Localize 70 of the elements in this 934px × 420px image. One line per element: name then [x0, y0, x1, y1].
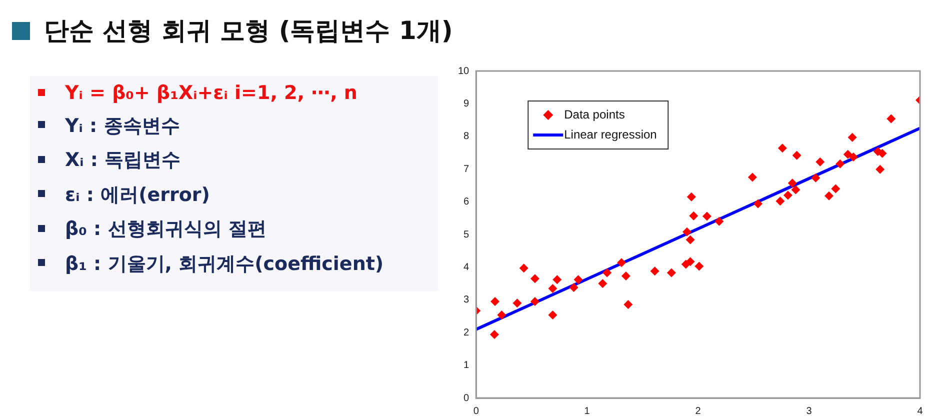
point — [791, 185, 800, 194]
point — [831, 184, 840, 194]
point — [686, 235, 695, 244]
y-tick-label: 2 — [464, 327, 470, 338]
y-tick-label: 9 — [464, 98, 470, 110]
point — [519, 264, 528, 273]
point — [569, 282, 578, 292]
point — [778, 144, 787, 153]
point — [530, 297, 540, 306]
point — [886, 114, 896, 124]
point — [686, 257, 695, 266]
point — [788, 178, 797, 188]
point — [650, 266, 660, 276]
point — [548, 284, 558, 293]
point — [702, 212, 712, 221]
text: β₁ : 기울기, 회귀계수(coefficient) — [65, 252, 384, 274]
y-tick-label: 0 — [464, 392, 470, 404]
point — [512, 298, 522, 308]
point — [602, 268, 612, 278]
point — [598, 279, 608, 288]
y-tick-label: 1 — [464, 360, 470, 372]
legend-label: Data points — [564, 107, 625, 122]
point — [876, 164, 885, 174]
y-tick-label: 8 — [464, 131, 470, 142]
point — [552, 275, 562, 284]
text: 단순 선형 회귀 모형 (독립변수 1개) — [44, 15, 453, 47]
point — [816, 157, 825, 166]
text: Xᵢ : 독립변수 — [65, 149, 181, 171]
point — [753, 199, 762, 208]
point — [714, 216, 724, 226]
point — [666, 268, 676, 278]
x-tick-label: 2 — [695, 406, 702, 417]
point — [682, 227, 692, 236]
point — [490, 330, 499, 340]
y-tick-label: 10 — [458, 66, 470, 77]
text: β₀ : 선형회귀식의 절편 — [65, 218, 266, 240]
point — [843, 150, 852, 159]
point — [811, 173, 820, 182]
point — [490, 297, 500, 306]
x-tick-label: 4 — [917, 406, 924, 417]
text: Yᵢ : 종속변수 — [65, 114, 180, 136]
point — [621, 272, 630, 281]
point — [848, 152, 858, 162]
point — [748, 172, 757, 182]
point — [530, 274, 540, 284]
point — [548, 310, 558, 320]
point — [689, 211, 698, 220]
y-tick-label: 5 — [464, 229, 470, 240]
y-tick-label: 6 — [464, 196, 470, 208]
x-tick-label: 1 — [584, 406, 590, 417]
x-tick-label: 3 — [806, 406, 812, 417]
point — [783, 190, 792, 200]
point — [824, 191, 834, 200]
point — [624, 300, 633, 309]
point — [776, 196, 785, 206]
y-tick-label: 3 — [464, 294, 470, 306]
y-tick-label: 7 — [464, 164, 470, 175]
point — [694, 262, 704, 271]
point — [616, 258, 626, 268]
point — [574, 275, 583, 284]
x-tick-label: 0 — [473, 406, 480, 417]
point — [497, 310, 506, 320]
point — [836, 159, 845, 168]
text: Yᵢ = β₀+ β₁Xᵢ+εᵢ i=1, 2, ⋯, n — [65, 82, 358, 104]
legend-label: Linear regression — [564, 127, 657, 142]
point — [792, 150, 802, 160]
text: εᵢ : 에러(error) — [65, 184, 210, 206]
point — [848, 132, 857, 142]
point — [686, 192, 696, 202]
y-tick-label: 4 — [464, 262, 470, 273]
